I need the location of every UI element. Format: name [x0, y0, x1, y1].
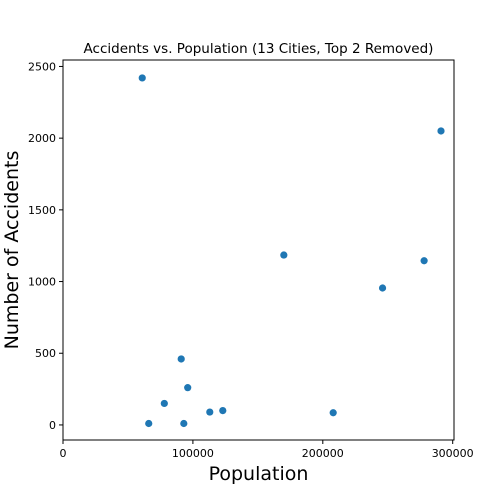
y-tick-label: 0 [49, 419, 56, 432]
data-point [219, 407, 226, 414]
y-tick-label: 500 [35, 347, 56, 360]
x-tick-label: 100000 [172, 447, 214, 460]
data-point [139, 74, 146, 81]
data-point [184, 384, 191, 391]
y-tick-label: 1500 [28, 204, 56, 217]
x-tick-label: 0 [60, 447, 67, 460]
y-tick-label: 1000 [28, 276, 56, 289]
data-point [379, 284, 386, 291]
data-point [180, 420, 187, 427]
data-point [421, 257, 428, 264]
x-axis-label: Population [209, 463, 309, 485]
chart-title: Accidents vs. Population (13 Cities, Top… [84, 41, 434, 57]
data-point [437, 127, 444, 134]
y-tick-label: 2000 [28, 132, 56, 145]
x-tick-label: 300000 [432, 447, 474, 460]
data-point [330, 409, 337, 416]
y-axis-label: Number of Accidents [1, 151, 23, 350]
x-tick-label: 200000 [302, 447, 344, 460]
data-point [145, 420, 152, 427]
data-point [280, 251, 287, 258]
data-point [161, 400, 168, 407]
data-point [206, 408, 213, 415]
y-tick-label: 2500 [28, 60, 56, 73]
data-point [178, 355, 185, 362]
